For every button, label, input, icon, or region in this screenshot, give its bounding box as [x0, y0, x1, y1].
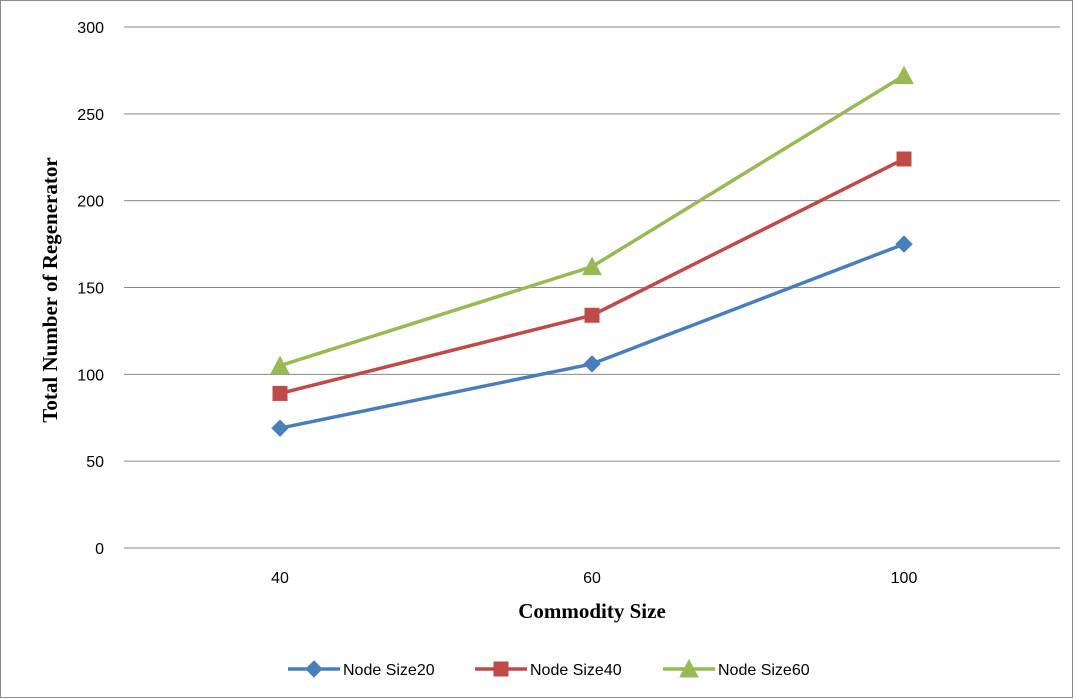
series-1	[271, 235, 913, 437]
y-tick-label: 0	[95, 541, 104, 558]
y-tick-label: 300	[77, 20, 104, 37]
y-axis-title: Total Number of Regenerator	[38, 157, 62, 422]
series-2	[272, 151, 912, 401]
legend-label: Node Size40	[530, 662, 622, 679]
data-point-triangle	[894, 65, 914, 85]
y-tick-label: 200	[77, 194, 104, 211]
data-point-square	[584, 307, 600, 323]
data-point-diamond	[895, 235, 913, 253]
y-tick-label: 50	[86, 454, 104, 471]
x-tick-label: 40	[271, 570, 289, 587]
y-tick-label: 150	[77, 281, 104, 298]
legend: Node Size20 Node Size40 Node Size60	[288, 658, 810, 679]
legend-marker-triangle	[679, 658, 699, 678]
data-point-diamond	[271, 419, 289, 437]
series-group	[270, 65, 914, 437]
series-3	[270, 65, 914, 375]
legend-item: Node Size40	[475, 661, 622, 679]
legend-label: Node Size20	[343, 662, 435, 679]
data-point-square	[272, 385, 288, 401]
data-point-diamond	[583, 355, 601, 373]
legend-marker-diamond	[305, 660, 323, 678]
x-axis-title: Commodity Size	[518, 599, 666, 623]
data-point-triangle	[582, 256, 602, 276]
legend-item: Node Size60	[663, 658, 810, 679]
y-tick-label: 250	[77, 107, 104, 124]
gridlines	[124, 26, 1060, 549]
y-tick-labels: 0 50 100 150 200 250 300	[77, 20, 104, 558]
x-tick-labels: 40 60 100	[271, 570, 917, 587]
legend-item: Node Size20	[288, 660, 435, 679]
legend-label: Node Size60	[718, 662, 810, 679]
x-tick-label: 100	[891, 570, 918, 587]
data-point-triangle	[270, 355, 290, 375]
data-point-square	[896, 151, 912, 167]
y-tick-label: 100	[77, 367, 104, 384]
legend-marker-square	[493, 661, 509, 677]
x-tick-label: 60	[583, 570, 601, 587]
